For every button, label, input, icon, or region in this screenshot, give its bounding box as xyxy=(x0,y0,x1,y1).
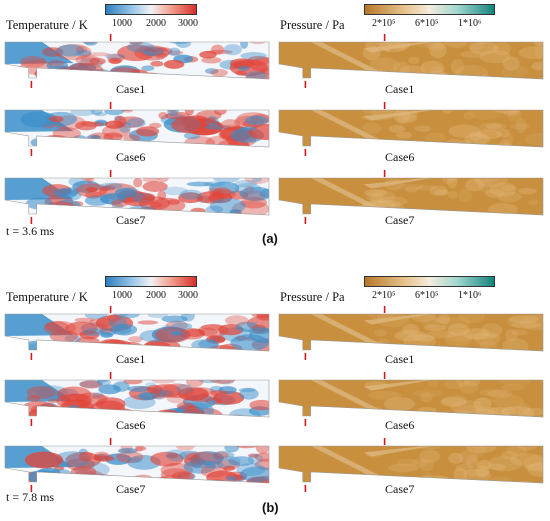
case-label-a-1-pres: Case1 xyxy=(385,82,415,96)
pressure-colorbar xyxy=(364,4,495,15)
pressure-tick-2e5: 2*10⁵ xyxy=(372,290,396,301)
pressure-field-b-case7 xyxy=(278,438,544,492)
case-label-a-1-temp: Case1 xyxy=(116,82,146,96)
temperature-field-a-case1 xyxy=(4,34,270,88)
pressure-colorbar xyxy=(364,276,495,287)
temperature-colorbar xyxy=(105,4,197,15)
temperature-field-b-case6 xyxy=(4,372,270,426)
case-label-b-7-temp: Case7 xyxy=(116,482,146,496)
time-label-b: t = 7.8 ms xyxy=(6,490,55,504)
temperature-colorbar-title: Temperature / K xyxy=(6,290,88,304)
temperature-field-a-case6 xyxy=(4,102,270,156)
case-label-b-1-temp: Case1 xyxy=(116,352,146,366)
case-label-b-6-pres: Case6 xyxy=(385,418,415,432)
temperature-tick-3000: 3000 xyxy=(178,290,198,301)
pressure-field-b-case6 xyxy=(278,372,544,426)
temperature-tick-1000: 1000 xyxy=(112,290,132,301)
case-label-a-7-temp: Case7 xyxy=(116,213,146,227)
temperature-field-b-case1 xyxy=(4,306,270,360)
temperature-field-a-case7 xyxy=(4,170,270,224)
temperature-tick-3000: 3000 xyxy=(178,18,198,29)
panel-letter-b: (b) xyxy=(262,500,279,515)
pressure-colorbar-title: Pressure / Pa xyxy=(280,18,345,32)
case-label-b-7-pres: Case7 xyxy=(385,482,415,496)
pressure-tick-1e6: 1*10⁶ xyxy=(458,290,482,301)
case-label-a-6-temp: Case6 xyxy=(116,150,146,164)
case-label-a-7-pres: Case7 xyxy=(385,213,415,227)
time-label-a: t = 3.6 ms xyxy=(6,224,55,238)
pressure-field-b-case1 xyxy=(278,306,544,360)
temperature-field-b-case7 xyxy=(4,438,270,492)
pressure-tick-2e5: 2*10⁵ xyxy=(372,18,396,29)
case-label-b-1-pres: Case1 xyxy=(385,352,415,366)
temperature-tick-2000: 2000 xyxy=(146,18,166,29)
pressure-field-a-case1 xyxy=(278,34,544,88)
panel-letter-a: (a) xyxy=(262,231,278,246)
pressure-colorbar-title: Pressure / Pa xyxy=(280,290,345,304)
temperature-tick-2000: 2000 xyxy=(146,290,166,301)
case-label-a-6-pres: Case6 xyxy=(385,150,415,164)
case-label-b-6-temp: Case6 xyxy=(116,418,146,432)
temperature-tick-1000: 1000 xyxy=(112,18,132,29)
pressure-field-a-case6 xyxy=(278,102,544,156)
pressure-tick-6e5: 6*10⁵ xyxy=(415,290,439,301)
pressure-tick-1e6: 1*10⁶ xyxy=(458,18,482,29)
temperature-colorbar xyxy=(105,276,197,287)
pressure-field-a-case7 xyxy=(278,170,544,224)
temperature-colorbar-title: Temperature / K xyxy=(6,18,88,32)
pressure-tick-6e5: 6*10⁵ xyxy=(415,18,439,29)
